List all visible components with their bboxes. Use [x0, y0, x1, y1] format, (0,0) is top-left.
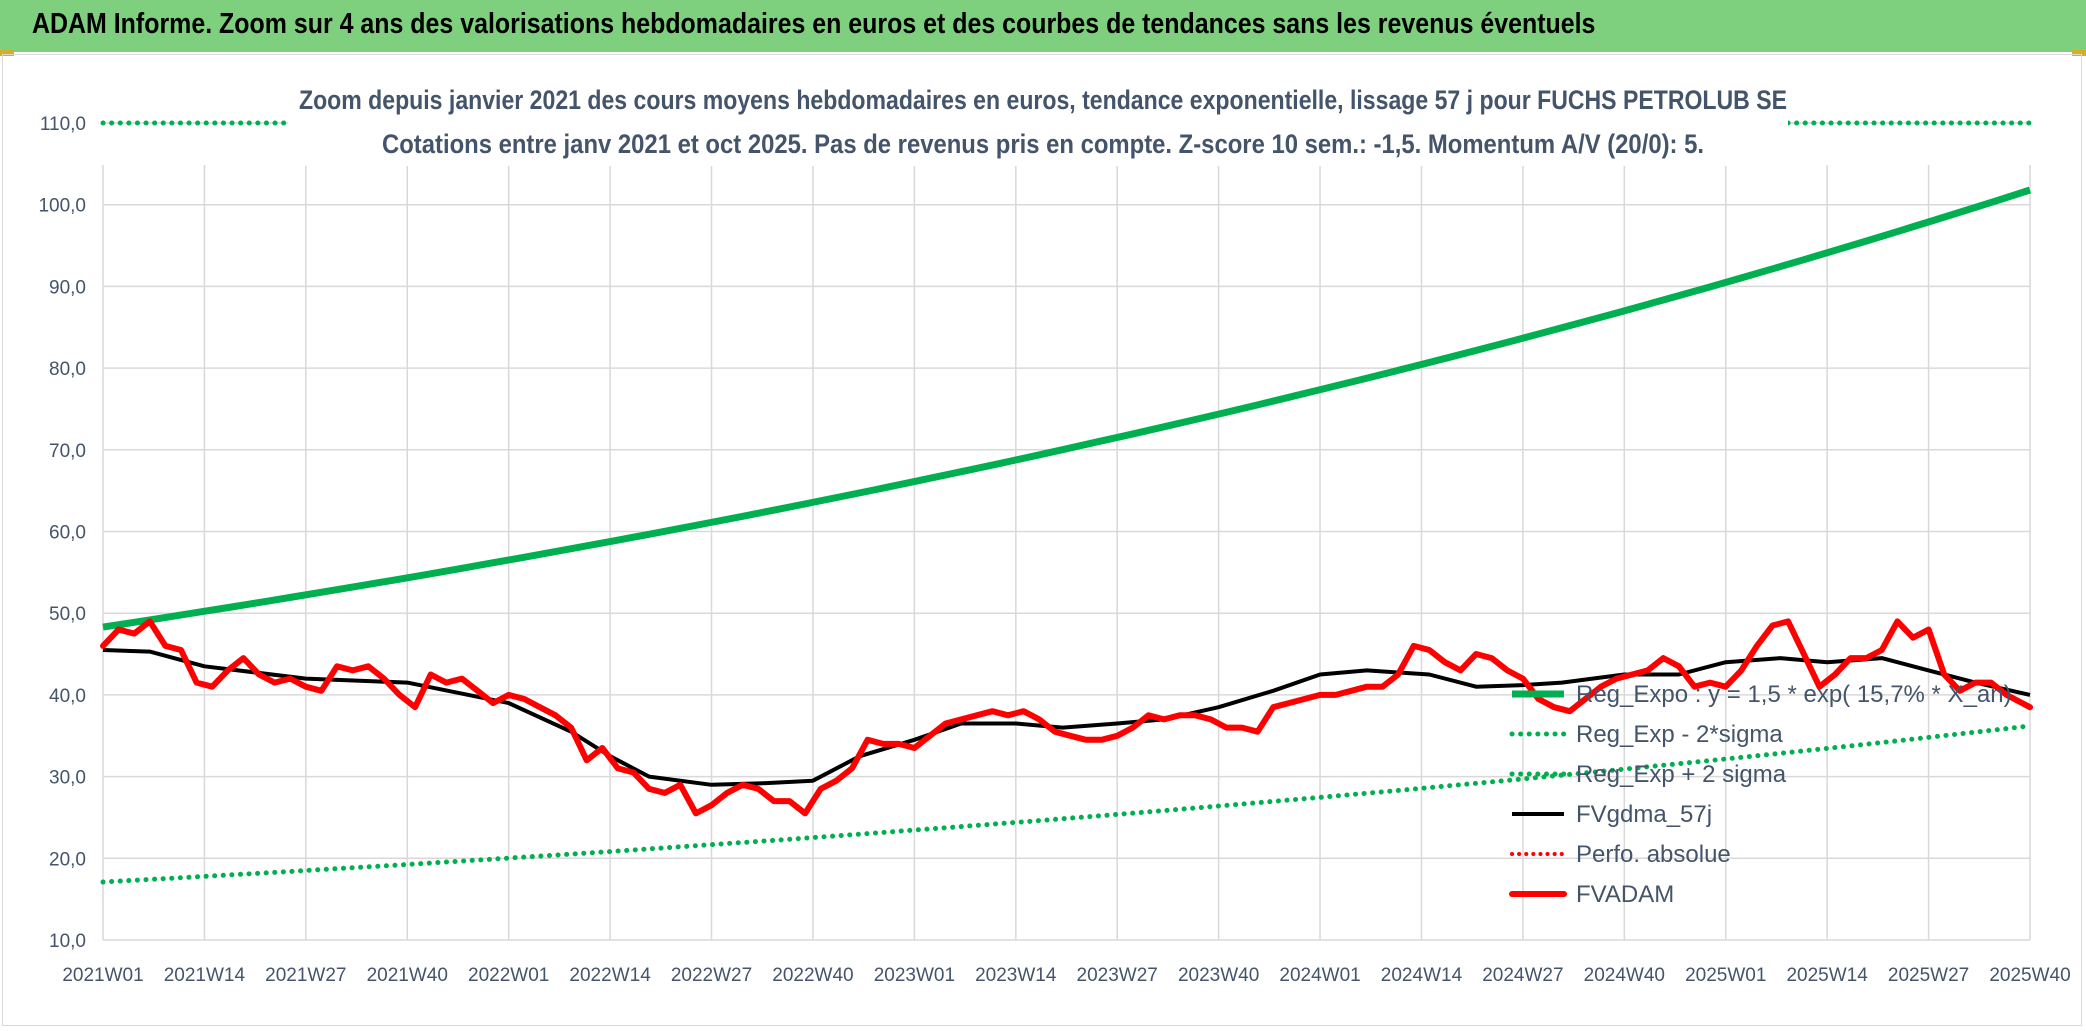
- legend-label: FVgdma_57j: [1576, 801, 1712, 828]
- x-tick-label: 2024W40: [1584, 965, 1665, 986]
- series-lines: [100, 120, 2033, 885]
- x-tick-label: 2021W27: [265, 965, 346, 986]
- series-line-thick-red: [100, 618, 2033, 817]
- x-tick-label: 2022W27: [671, 965, 752, 986]
- y-tick-label: 50,0: [49, 604, 86, 625]
- x-tick-label: 2024W01: [1279, 965, 1360, 986]
- gridlines: [102, 122, 2031, 941]
- x-tick-label: 2025W01: [1685, 965, 1766, 986]
- legend-label: Reg_Exp + 2 sigma: [1576, 761, 1787, 788]
- y-tick-label: 70,0: [49, 441, 86, 462]
- x-tick-label: 2022W40: [772, 965, 853, 986]
- x-tick-label: 2023W27: [1077, 965, 1158, 986]
- y-tick-label: 110,0: [40, 114, 86, 135]
- chart-title-background: [288, 78, 1788, 166]
- x-tick-label: 2021W14: [164, 965, 246, 986]
- x-tick-label: 2023W40: [1178, 965, 1259, 986]
- x-tick-label: 2024W14: [1381, 965, 1463, 986]
- y-tick-label: 20,0: [49, 849, 86, 870]
- x-tick-label: 2025W27: [1888, 965, 1969, 986]
- y-tick-label: 90,0: [49, 277, 86, 298]
- x-tick-label: 2022W14: [569, 965, 651, 986]
- header-bar: [0, 0, 2086, 52]
- y-tick-label: 30,0: [49, 768, 86, 789]
- page-title: ADAM Informe. Zoom sur 4 ans des valoris…: [32, 8, 1596, 40]
- x-tick-label: 2023W14: [975, 965, 1057, 986]
- y-tick-label: 60,0: [49, 523, 86, 544]
- x-tick-label: 2021W40: [367, 965, 448, 986]
- chart-frame: [2, 54, 2082, 1026]
- series-line-solid-green: [102, 186, 2032, 631]
- corner-accent-left: [0, 50, 14, 56]
- y-tick-label: 80,0: [49, 359, 86, 380]
- series-line-dotted-green: [100, 723, 2033, 885]
- x-tick-label: 2021W01: [62, 965, 143, 986]
- x-axis-ticks: 2021W01 2021W14 2021W27 2021W40 2022W01 2022W…: [62, 965, 2070, 986]
- x-tick-label: 2022W01: [468, 965, 549, 986]
- x-tick-label: 2023W01: [874, 965, 955, 986]
- legend: Reg_Expo : y = 1,5 * exp( 15,7% * X_an) R…: [1509, 681, 2012, 908]
- x-tick-label: 2025W14: [1786, 965, 1868, 986]
- chart-subtitle: Cotations entre janv 2021 et oct 2025. P…: [382, 129, 1704, 159]
- legend-label: Reg_Exp - 2*sigma: [1576, 721, 1783, 748]
- y-tick-label: 40,0: [49, 686, 86, 707]
- legend-label: Reg_Expo : y = 1,5 * exp( 15,7% * X_an): [1576, 681, 2012, 708]
- y-tick-label: 100,0: [38, 196, 86, 217]
- corner-accent-right: [2072, 50, 2086, 56]
- chart-title: Zoom depuis janvier 2021 des cours moyen…: [299, 85, 1787, 115]
- legend-label: Perfo. absolue: [1576, 841, 1731, 868]
- y-axis-ticks: 10,0 20,0 30,0 40,0 50,0 60,0 70,0 80,0 90,0 100,…: [38, 114, 86, 952]
- x-tick-label: 2024W27: [1482, 965, 1563, 986]
- legend-label: FVADAM: [1576, 881, 1674, 908]
- y-tick-label: 10,0: [49, 931, 86, 952]
- x-tick-label: 2025W40: [1989, 965, 2070, 986]
